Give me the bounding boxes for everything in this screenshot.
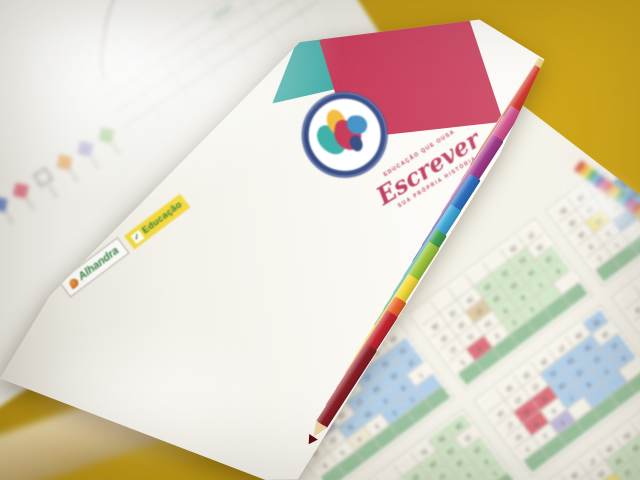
pencil-shaft [316,343,377,428]
colored-pencil [303,343,377,448]
pencil-lead-tip [303,433,319,448]
